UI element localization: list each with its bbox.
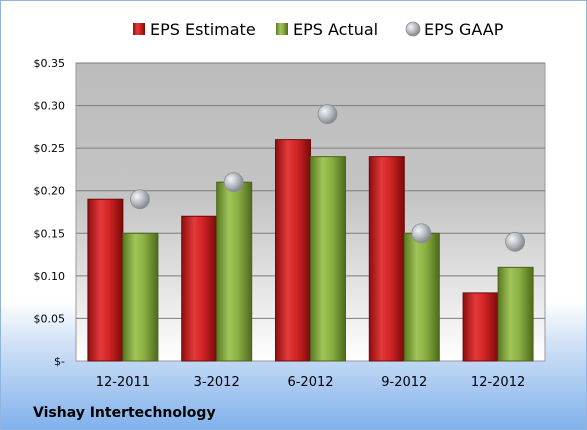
x-tick-label: 12-2011	[96, 375, 150, 390]
point-eps-gaap	[223, 172, 244, 193]
x-tick-label: 9-2012	[381, 375, 427, 390]
point-eps-gaap	[505, 231, 525, 252]
point-eps-gaap	[317, 104, 338, 124]
legend-marker-eps-estimate	[133, 23, 145, 35]
y-tick-label: $-	[54, 355, 65, 368]
y-tick-label: $0.05	[34, 312, 66, 325]
bar-eps-actual	[497, 266, 534, 362]
legend-marker-eps-actual	[276, 23, 288, 35]
bar-eps-actual	[310, 156, 346, 362]
y-tick-label: $0.10	[34, 270, 66, 283]
x-tick-label: 12-2012	[471, 375, 525, 390]
bar-eps-estimate	[181, 215, 218, 362]
legend-label: EPS Actual	[293, 20, 378, 39]
legend: EPS Estimate EPS Actual EPS GAAP	[133, 20, 504, 39]
y-tick-label: $0.20	[34, 185, 66, 198]
legend-marker-eps-gaap	[405, 21, 421, 37]
y-tick-label: $0.15	[34, 227, 66, 240]
point-eps-gaap	[411, 223, 432, 244]
bar-eps-actual	[216, 181, 253, 362]
bar-eps-estimate	[462, 292, 499, 362]
x-axis: 12-2011 3-2012 6-2012 9-2012 12-2012	[96, 375, 526, 390]
x-tick-label: 3-2012	[194, 375, 240, 390]
x-tick-label: 6-2012	[287, 375, 333, 390]
y-tick-label: $0.25	[34, 142, 66, 155]
point-eps-gaap	[129, 189, 150, 210]
bar-eps-actual	[122, 232, 159, 362]
bar-eps-estimate	[368, 156, 405, 362]
bars	[87, 139, 534, 362]
y-tick-label: $0.30	[34, 100, 66, 113]
bar-eps-estimate	[275, 139, 311, 362]
bar-eps-actual	[403, 232, 440, 362]
y-axis: $- $0.05 $0.10 $0.15 $0.20 $0.25 $0.30 $0.35	[34, 57, 66, 368]
bar-eps-estimate	[87, 198, 124, 362]
gaap-points	[129, 104, 525, 252]
legend-label: EPS Estimate	[150, 20, 256, 39]
legend-label: EPS GAAP	[424, 20, 504, 39]
y-tick-label: $0.35	[34, 57, 66, 70]
company-name: Vishay Intertechnology	[33, 405, 216, 421]
